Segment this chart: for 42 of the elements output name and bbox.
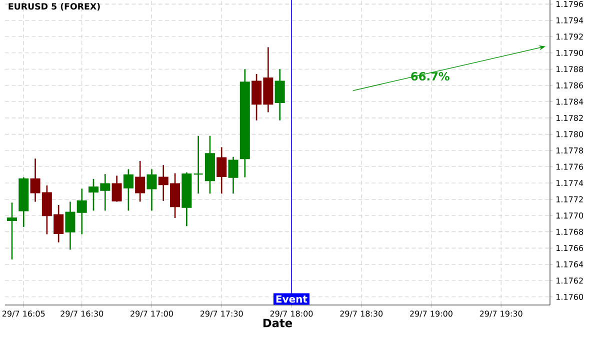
x-axis-title: Date	[263, 318, 292, 328]
x-tick-label: 29/7 18:00	[270, 310, 313, 318]
candlestick	[6, 202, 17, 260]
ref-line-label: Event	[276, 295, 308, 303]
y-tick-label: 1.1778	[556, 147, 584, 154]
y-tick-label: 1.1792	[556, 34, 583, 40]
chart-title: EURUSD 5 (FOREX)	[8, 2, 100, 11]
candlestick	[135, 160, 146, 202]
y-tick-label: 1.1762	[556, 278, 583, 284]
candlestick	[193, 135, 204, 194]
y-tick-label: 1.1760	[556, 294, 584, 300]
y-tick-label: 1.1784	[556, 98, 584, 105]
y-tick-label: 1.1774	[556, 180, 584, 186]
y-tick-label: 1.1780	[556, 131, 584, 138]
y-tick-label: 1.1794	[556, 17, 584, 24]
candlestick	[228, 156, 238, 194]
y-tick-label: 1.1782	[556, 114, 583, 121]
y-tick-label: 1.1766	[556, 245, 584, 252]
y-tick-label: 1.1768	[556, 228, 584, 235]
x-tick-label: 29/7 18:30	[340, 310, 383, 318]
x-tick-label: 29/7 17:30	[200, 310, 243, 318]
y-tick-label: 1.1776	[556, 164, 584, 170]
y-tick-label: 1.1788	[556, 66, 584, 72]
candlestick	[112, 175, 122, 202]
y-tick-label: 1.1770	[556, 212, 584, 219]
candlestick	[274, 68, 285, 122]
candlestick	[123, 168, 134, 212]
candlestick	[146, 168, 157, 212]
y-tick-label: 1.1796	[556, 1, 584, 8]
candlestick	[65, 201, 76, 250]
y-tick-label: 1.1764	[556, 261, 584, 268]
x-tick-label: 29/7 17:00	[130, 310, 173, 318]
y-tick-label: 1.1772	[556, 196, 583, 202]
candlestick	[216, 146, 227, 194]
x-tick-label: 29/7 19:30	[480, 310, 522, 318]
x-tick-label: 29/7 16:30	[60, 310, 104, 318]
y-tick-label: 1.1790	[556, 50, 584, 56]
x-tick-label: 29/7 16:05	[2, 310, 45, 318]
y-tick-label: 1.1786	[556, 82, 584, 88]
x-tick-label: 29/7 19:00	[410, 310, 452, 318]
annotation: 66.7%	[411, 72, 450, 81]
candlestick	[76, 188, 87, 235]
